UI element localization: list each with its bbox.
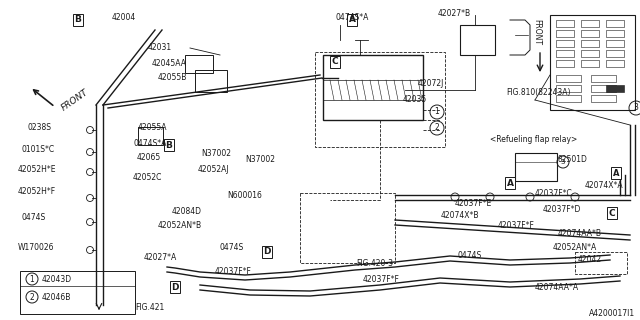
Text: A: A <box>349 15 355 25</box>
Text: C: C <box>609 209 615 218</box>
Text: 42037F*F: 42037F*F <box>498 221 535 230</box>
Text: 0101S*C: 0101S*C <box>22 145 55 154</box>
Text: 42045AA: 42045AA <box>152 59 187 68</box>
Bar <box>300 193 395 263</box>
Text: 42052H*E: 42052H*E <box>18 164 56 173</box>
Bar <box>581 20 599 27</box>
Text: 0474S*A: 0474S*A <box>335 13 369 22</box>
Text: D: D <box>172 283 179 292</box>
Text: 42052AN*B: 42052AN*B <box>158 220 202 229</box>
Bar <box>550 15 635 110</box>
Text: A: A <box>506 179 513 188</box>
Bar <box>138 127 163 145</box>
Text: D: D <box>263 247 271 257</box>
Text: 42065: 42065 <box>137 154 161 163</box>
Bar <box>575 252 627 274</box>
Bar <box>606 40 624 47</box>
Bar <box>606 30 624 37</box>
Text: 42052AN*A: 42052AN*A <box>553 243 597 252</box>
Text: 82501D: 82501D <box>558 156 588 164</box>
Bar <box>591 95 616 102</box>
Text: W170026: W170026 <box>18 243 54 252</box>
Bar <box>591 75 616 82</box>
Text: 42052C: 42052C <box>133 173 163 182</box>
Text: 42052H*F: 42052H*F <box>18 188 56 196</box>
Text: A: A <box>612 169 620 178</box>
Text: C: C <box>332 58 339 67</box>
Bar <box>556 20 574 27</box>
Text: 3: 3 <box>634 103 639 113</box>
Text: 0474S: 0474S <box>22 213 46 222</box>
Text: 3: 3 <box>561 159 565 165</box>
Text: 42074AA*A: 42074AA*A <box>535 284 579 292</box>
Bar <box>581 30 599 37</box>
Bar <box>556 40 574 47</box>
Bar <box>581 60 599 67</box>
Text: 42055B: 42055B <box>158 74 188 83</box>
Bar <box>606 50 624 57</box>
Text: 1: 1 <box>29 275 35 284</box>
Bar <box>185 55 213 73</box>
Bar <box>556 75 581 82</box>
Text: 42004: 42004 <box>112 13 136 22</box>
Text: FRONT: FRONT <box>60 87 90 113</box>
Text: 0474S: 0474S <box>220 243 244 252</box>
Text: 42055A: 42055A <box>138 123 168 132</box>
Text: 2: 2 <box>29 292 35 301</box>
Text: 42046B: 42046B <box>42 292 72 301</box>
Text: 0474S*A: 0474S*A <box>133 139 166 148</box>
Text: 42035: 42035 <box>403 95 428 105</box>
Bar <box>556 85 581 92</box>
Text: B: B <box>166 140 172 149</box>
Bar <box>591 85 616 92</box>
Bar <box>556 95 581 102</box>
Text: 2: 2 <box>435 124 440 132</box>
Text: 0238S: 0238S <box>28 124 52 132</box>
Text: 42037F*F: 42037F*F <box>215 267 252 276</box>
Text: 42074X*A: 42074X*A <box>585 181 623 190</box>
Text: N600016: N600016 <box>227 190 262 199</box>
Text: 42043D: 42043D <box>42 275 72 284</box>
Text: 0474S: 0474S <box>458 252 483 260</box>
Bar <box>581 40 599 47</box>
Text: <Refueling flap relay>: <Refueling flap relay> <box>490 134 577 143</box>
Text: A4200017I1: A4200017I1 <box>589 308 635 317</box>
Bar <box>315 52 445 147</box>
Text: 42037F*C: 42037F*C <box>535 188 573 197</box>
Bar <box>556 50 574 57</box>
Bar <box>606 85 624 92</box>
Text: 42052AJ: 42052AJ <box>198 164 230 173</box>
Text: FIG.421: FIG.421 <box>135 302 164 311</box>
Bar <box>20 271 135 314</box>
Bar <box>195 70 227 92</box>
Bar <box>556 30 574 37</box>
Text: 42027*B: 42027*B <box>438 9 471 18</box>
Text: 42037F*F: 42037F*F <box>363 276 400 284</box>
Bar <box>515 153 557 181</box>
Bar <box>460 25 495 55</box>
Text: N37002: N37002 <box>201 148 231 157</box>
Bar <box>606 20 624 27</box>
Text: 1: 1 <box>435 108 440 116</box>
Text: FIG.420-3: FIG.420-3 <box>356 259 393 268</box>
Text: 42074AA*B: 42074AA*B <box>558 229 602 238</box>
Text: 42084D: 42084D <box>172 206 202 215</box>
Bar <box>556 60 574 67</box>
Text: 42031: 42031 <box>148 44 172 52</box>
Text: 42037F*E: 42037F*E <box>455 198 492 207</box>
Text: FIG.810(82243A): FIG.810(82243A) <box>506 89 570 98</box>
Text: N37002: N37002 <box>245 156 275 164</box>
Bar <box>606 60 624 67</box>
Bar <box>323 55 423 120</box>
Text: 42027*A: 42027*A <box>144 253 177 262</box>
Text: B: B <box>75 15 81 25</box>
Bar <box>581 50 599 57</box>
Text: FRONT: FRONT <box>532 19 541 45</box>
Text: 42042: 42042 <box>578 254 602 263</box>
Text: 42074X*B: 42074X*B <box>441 212 479 220</box>
Text: 42072J: 42072J <box>418 78 444 87</box>
Text: 42037F*D: 42037F*D <box>543 204 581 213</box>
